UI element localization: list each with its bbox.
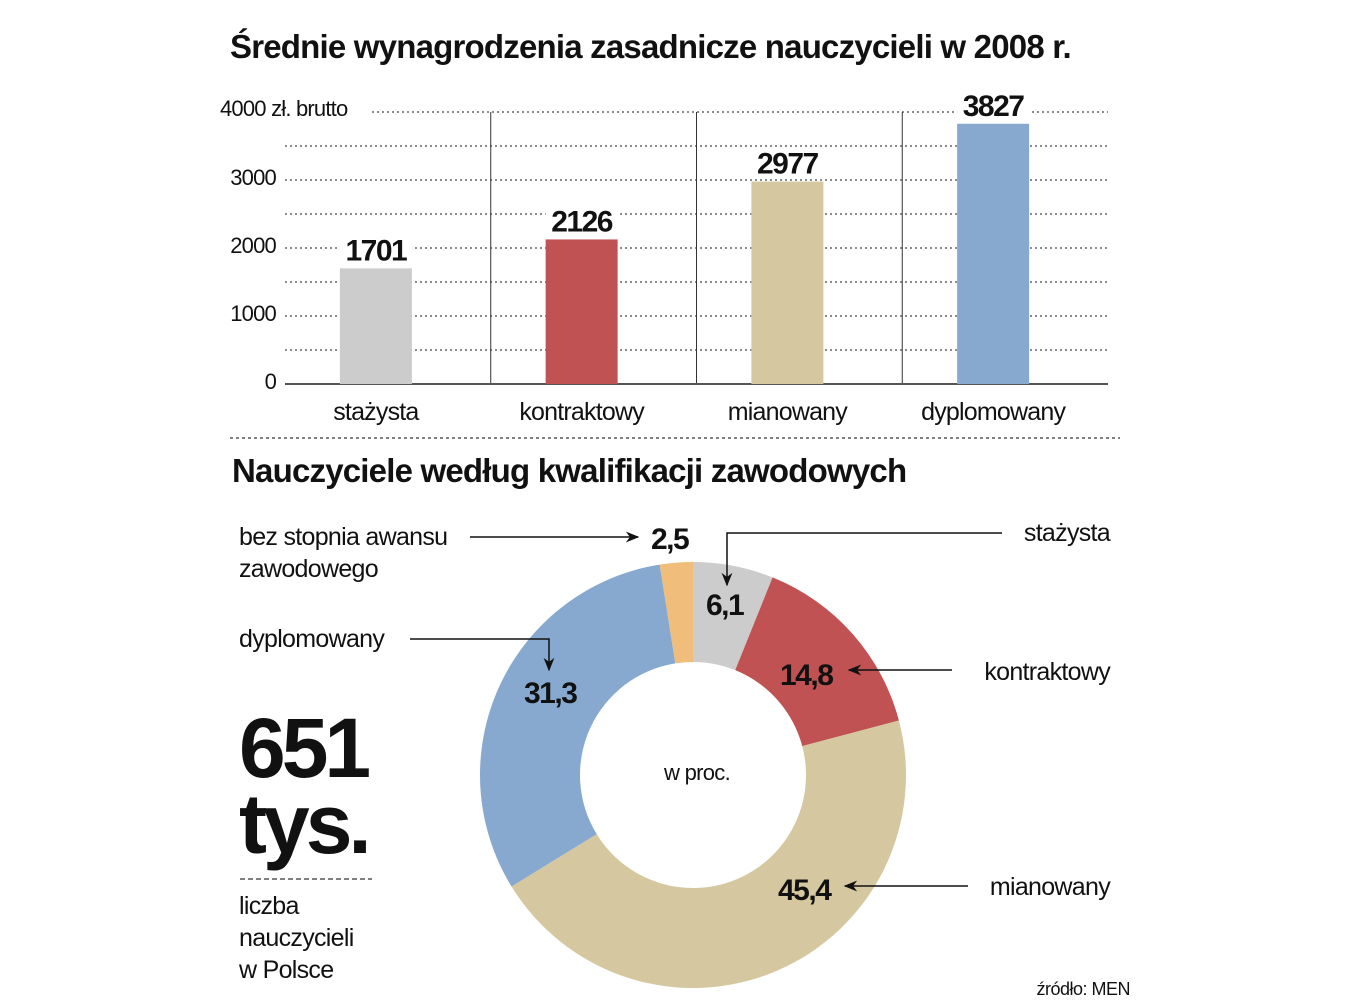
value-mianowany: 45,4 [778, 874, 832, 907]
donut-slice-4 [659, 562, 693, 664]
bar-value-bg [751, 147, 824, 178]
donut-slice-3 [480, 564, 676, 887]
summary-unit: tys. [239, 777, 368, 871]
bar-value-bg [957, 89, 1030, 120]
label-bez-stopnia-line2: zawodowego [239, 555, 378, 583]
bar-value-label: 2126 [551, 205, 613, 238]
callout-arrow-stazysta [721, 532, 1002, 587]
donut-slice-2 [511, 720, 907, 989]
label-bez-stopnia-line1: bez stopnia awansu [239, 523, 447, 551]
label-stazysta: stażysta [1024, 519, 1111, 547]
bar-value-label: 2977 [757, 148, 819, 181]
category-label: kontraktowy [519, 398, 645, 426]
y-tick-3000: 3000 [230, 165, 276, 190]
category-label: dyplomowany [921, 398, 1066, 426]
callouts [410, 531, 1002, 892]
label-mianowany: mianowany [990, 873, 1111, 901]
y-tick-4000: 4000 zł. brutto [220, 96, 348, 121]
value-dyplomowany: 31,3 [524, 677, 577, 710]
value-stazysta: 6,1 [706, 589, 744, 622]
category-label: mianowany [728, 398, 849, 426]
summary-caption-line3: w Polsce [238, 956, 333, 984]
y-tick-2000: 2000 [230, 233, 276, 258]
donut-slice-1 [735, 577, 899, 747]
category-label: stażysta [333, 398, 419, 426]
summary-number: 651 [239, 701, 369, 795]
donut-chart [480, 562, 907, 989]
bar-2 [751, 181, 824, 384]
label-dyplomowany: dyplomowany [239, 625, 385, 653]
donut-chart-title: Nauczyciele według kwalifikacji zawodowy… [232, 452, 906, 489]
donut-slice-0 [693, 562, 773, 671]
y-axis-unit: zł. brutto [271, 96, 348, 121]
summary-caption-line2: nauczycieli [239, 924, 354, 952]
label-kontraktowy: kontraktowy [984, 658, 1111, 686]
bar-1 [545, 239, 618, 384]
callout-arrow-dyplomowany [410, 638, 555, 672]
source-note: źródło: MEN [1036, 979, 1130, 999]
y-tick-1000: 1000 [230, 301, 276, 326]
value-kontraktowy: 14,8 [780, 659, 833, 692]
bar-value-bg [545, 205, 618, 236]
bar-chart-title: Średnie wynagrodzenia zasadnicze nauczyc… [230, 28, 1071, 65]
bar-value-bg [339, 234, 412, 265]
bar-value-label: 3827 [963, 90, 1025, 123]
bar-value-label: 1701 [346, 234, 408, 267]
donut-center-label: w proc. [663, 760, 730, 785]
bar-0 [339, 268, 412, 384]
bar-3 [957, 123, 1030, 384]
bar-chart-bars: 1701 stażysta 2126 kontraktowy 2977 mianowany… [333, 89, 1067, 426]
value-bez-stopnia: 2,5 [651, 523, 689, 556]
summary-caption-line1: liczba [239, 892, 300, 920]
y-tick-0: 0 [265, 369, 277, 394]
y-tick-label: 4000 [220, 96, 266, 121]
